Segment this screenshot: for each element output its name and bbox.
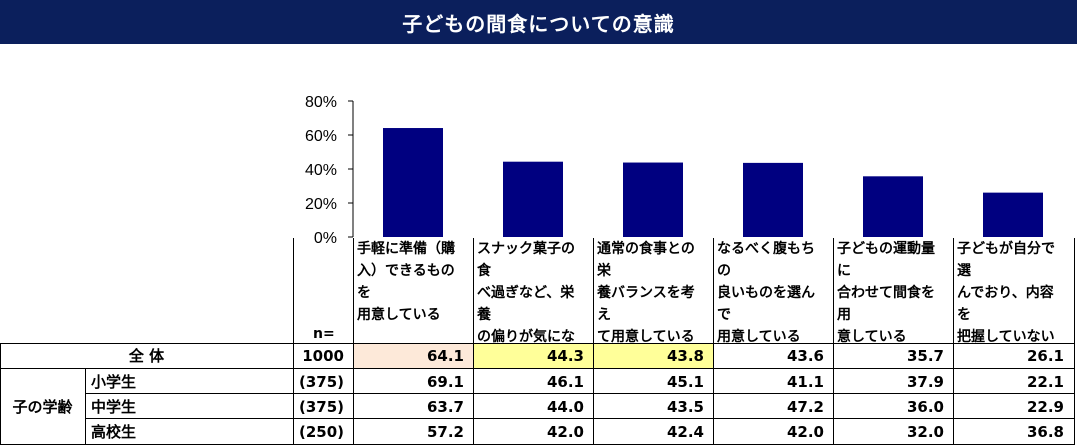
- col-divider: [593, 238, 594, 445]
- y-tick-label: 20%: [305, 196, 337, 213]
- group-divider: [85, 368, 86, 445]
- category-label-line: 通常の食事との栄: [597, 241, 695, 279]
- col-divider: [953, 238, 954, 445]
- row-n: (375): [298, 372, 344, 391]
- total-row-label: 全 体: [128, 347, 165, 365]
- category-label-line: 養バランスを考え: [597, 285, 695, 323]
- category-label: なるべく腹もちの 良いものを選んで用意している: [714, 238, 826, 345]
- category-label: 手軽に準備（購入）できるものを用意している: [354, 238, 466, 340]
- n-col-left-border: [293, 238, 294, 445]
- category-label: 通常の食事との栄 養バランスを考えて用意している: [594, 238, 706, 345]
- row-label: 小学生: [91, 373, 137, 391]
- table-right-border: [1074, 238, 1075, 445]
- category-label: 子どもが自分で選 んでおり、内容を把握していない: [954, 238, 1066, 345]
- value-cell: 63.7: [426, 397, 464, 416]
- value-cell: 42.4: [666, 422, 704, 441]
- value-cell: 37.9: [906, 372, 944, 391]
- value-cell: 43.5: [666, 397, 704, 416]
- total-value-cell: 26.1: [1026, 346, 1064, 365]
- value-cell: 46.1: [546, 372, 584, 391]
- group-label: 子の学齢: [12, 398, 73, 416]
- category-label-line: 用意している: [717, 329, 801, 345]
- col-divider: [473, 238, 474, 445]
- value-cell: 36.8: [1026, 422, 1064, 441]
- value-cell: 22.1: [1026, 372, 1064, 391]
- col-divider: [353, 238, 354, 445]
- value-cell: 45.1: [666, 372, 704, 391]
- row-divider: [85, 393, 1075, 394]
- category-label-line: 用意している: [357, 307, 441, 323]
- y-tick-label: 0%: [314, 230, 337, 247]
- table-bottom-border: [0, 444, 1075, 445]
- bar: [743, 162, 803, 237]
- table-left-border: [0, 343, 1, 445]
- value-cell: 42.0: [786, 422, 824, 441]
- bar: [863, 176, 923, 237]
- row-divider: [0, 368, 1075, 369]
- table-top-border: [0, 343, 1075, 344]
- total-row-n: 1000: [302, 346, 344, 365]
- row-label: 中学生: [91, 398, 137, 416]
- bar: [503, 161, 563, 237]
- total-value-cell: 43.8: [593, 343, 713, 368]
- total-value-cell: 35.7: [906, 346, 944, 365]
- category-label-line: 子どもが自分で選: [957, 241, 1055, 279]
- category-label-line: スナック菓子の食: [477, 241, 575, 279]
- value-cell: 22.9: [1026, 397, 1064, 416]
- category-label-line: 合わせて間食を用: [837, 285, 935, 323]
- bar: [623, 162, 683, 237]
- row-n: (250): [298, 422, 344, 441]
- bar: [983, 192, 1043, 237]
- category-label-line: 入）できるものを: [357, 263, 455, 301]
- total-value-cell: 44.3: [473, 343, 593, 368]
- category-label-line: 子どもの運動量に: [837, 241, 935, 279]
- category-label-line: んでおり、内容を: [957, 285, 1054, 323]
- category-label-line: 把握していない: [957, 329, 1055, 345]
- category-label-line: 意している: [837, 329, 907, 345]
- category-label: 子どもの運動量に 合わせて間食を用意している: [834, 238, 946, 345]
- row-n: (375): [298, 397, 344, 416]
- n-header: n=: [313, 326, 335, 342]
- col-divider: [833, 238, 834, 445]
- row-divider: [85, 418, 1075, 419]
- value-cell: 36.0: [906, 397, 944, 416]
- category-label-line: 手軽に準備（購: [357, 241, 455, 257]
- value-cell: 69.1: [426, 372, 464, 391]
- y-tick-label: 80%: [305, 94, 337, 111]
- y-tick-label: 60%: [305, 128, 337, 145]
- bar: [383, 128, 443, 237]
- col-divider: [713, 238, 714, 445]
- category-label-line: なるべく腹もちの: [717, 241, 815, 279]
- value-cell: 42.0: [546, 422, 584, 441]
- value-cell: 47.2: [786, 397, 824, 416]
- y-tick-label: 40%: [305, 162, 337, 179]
- category-label-line: べ過ぎなど、栄養: [477, 285, 575, 323]
- chart-title: 子どもの間食についての意識: [0, 0, 1077, 44]
- value-cell: 57.2: [426, 422, 464, 441]
- total-value-cell: 43.6: [786, 346, 824, 365]
- value-cell: 32.0: [906, 422, 944, 441]
- value-cell: 44.0: [546, 397, 584, 416]
- category-label-line: 良いものを選んで: [717, 285, 815, 323]
- category-label-line: て用意している: [597, 329, 695, 345]
- total-value-cell: 64.1: [353, 343, 473, 368]
- row-label: 高校生: [91, 423, 137, 441]
- value-cell: 41.1: [786, 372, 824, 391]
